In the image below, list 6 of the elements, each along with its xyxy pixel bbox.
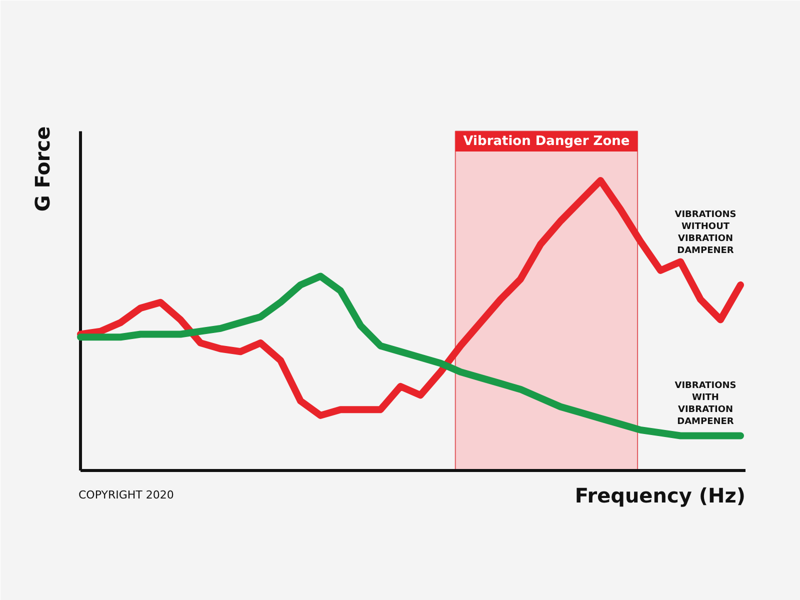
x-axis-title: Frequency (Hz) xyxy=(574,483,746,508)
series-label: VIBRATIONS WITH VIBRATION DAMPENER xyxy=(674,381,736,428)
text: COPYRIGHT 2020 xyxy=(78,488,174,502)
y-axis-title: G Force xyxy=(30,126,54,212)
series-label: VIBRATIONS WITHOUT VIBRATION DAMPENER xyxy=(674,210,736,256)
text: Vibration Danger Zone xyxy=(463,134,630,149)
